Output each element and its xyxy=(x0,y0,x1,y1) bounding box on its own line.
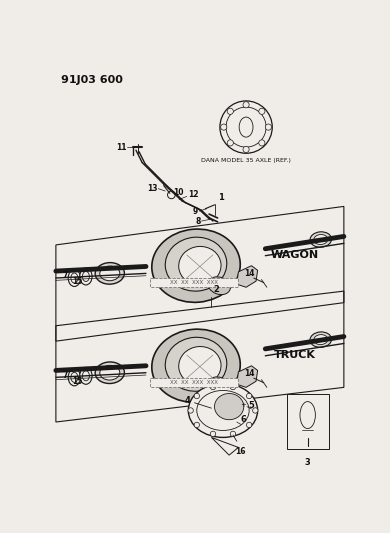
Ellipse shape xyxy=(71,373,78,382)
Circle shape xyxy=(227,108,233,115)
Text: 10: 10 xyxy=(173,188,183,197)
Ellipse shape xyxy=(188,384,258,438)
Circle shape xyxy=(259,140,265,146)
Text: 9: 9 xyxy=(193,207,199,216)
Circle shape xyxy=(188,408,193,413)
Text: 91J03 600: 91J03 600 xyxy=(60,75,122,85)
Ellipse shape xyxy=(68,270,80,287)
Text: 3: 3 xyxy=(305,458,310,467)
Circle shape xyxy=(226,107,266,147)
Polygon shape xyxy=(237,366,258,387)
Text: XX  XX  XXX  XXX: XX XX XXX XXX xyxy=(170,280,218,285)
Ellipse shape xyxy=(314,335,328,345)
Text: TRUCK: TRUCK xyxy=(274,350,316,360)
Ellipse shape xyxy=(82,371,89,381)
Ellipse shape xyxy=(100,366,120,380)
Ellipse shape xyxy=(179,246,221,285)
Ellipse shape xyxy=(95,362,124,384)
Text: 1: 1 xyxy=(218,193,223,202)
Text: 7: 7 xyxy=(62,271,67,280)
Ellipse shape xyxy=(310,232,332,247)
Ellipse shape xyxy=(100,266,120,281)
Ellipse shape xyxy=(68,369,80,386)
Ellipse shape xyxy=(71,273,78,283)
Circle shape xyxy=(243,147,249,152)
Circle shape xyxy=(220,101,272,154)
Circle shape xyxy=(221,124,227,130)
Circle shape xyxy=(168,191,175,199)
Text: 12: 12 xyxy=(188,190,199,199)
Circle shape xyxy=(210,384,216,390)
Text: 16: 16 xyxy=(236,447,246,456)
Circle shape xyxy=(227,140,233,146)
Ellipse shape xyxy=(80,367,92,384)
Text: 7: 7 xyxy=(62,372,67,381)
Circle shape xyxy=(230,431,236,437)
Text: 8: 8 xyxy=(195,217,200,227)
Text: WAGON: WAGON xyxy=(271,250,319,260)
Text: 14: 14 xyxy=(244,369,254,378)
Text: 11: 11 xyxy=(116,143,127,151)
Text: DANA MODEL 35 AXLE (REF.): DANA MODEL 35 AXLE (REF.) xyxy=(201,158,291,164)
Ellipse shape xyxy=(152,329,240,402)
Circle shape xyxy=(265,124,271,130)
Ellipse shape xyxy=(179,346,221,385)
Text: +: + xyxy=(240,402,246,408)
Ellipse shape xyxy=(165,237,227,291)
FancyBboxPatch shape xyxy=(287,393,329,449)
Ellipse shape xyxy=(152,229,240,302)
Ellipse shape xyxy=(310,332,332,348)
Text: 15: 15 xyxy=(72,377,82,386)
Circle shape xyxy=(230,384,236,390)
Text: 6: 6 xyxy=(241,415,246,424)
Ellipse shape xyxy=(314,235,328,245)
Text: 15: 15 xyxy=(72,277,82,286)
Ellipse shape xyxy=(300,401,316,429)
Circle shape xyxy=(194,393,200,399)
Circle shape xyxy=(194,422,200,427)
Ellipse shape xyxy=(208,277,230,295)
Ellipse shape xyxy=(82,271,89,281)
Circle shape xyxy=(243,102,249,108)
Ellipse shape xyxy=(197,391,249,431)
Polygon shape xyxy=(237,265,258,287)
Ellipse shape xyxy=(215,393,244,419)
Text: 14: 14 xyxy=(244,269,254,278)
Circle shape xyxy=(246,393,252,399)
Ellipse shape xyxy=(165,337,227,391)
Circle shape xyxy=(259,108,265,115)
Text: 4: 4 xyxy=(185,396,191,405)
Text: XX  XX  XXX  XXX: XX XX XXX XXX xyxy=(170,380,218,385)
Ellipse shape xyxy=(239,117,253,137)
Text: 2: 2 xyxy=(214,285,220,294)
FancyBboxPatch shape xyxy=(150,378,238,387)
Circle shape xyxy=(253,408,258,413)
Circle shape xyxy=(246,422,252,427)
Circle shape xyxy=(210,431,216,437)
Ellipse shape xyxy=(80,268,92,285)
Text: 13: 13 xyxy=(147,184,158,193)
Text: 5: 5 xyxy=(248,401,254,409)
Ellipse shape xyxy=(208,377,230,395)
FancyBboxPatch shape xyxy=(150,278,238,287)
Ellipse shape xyxy=(95,263,124,284)
